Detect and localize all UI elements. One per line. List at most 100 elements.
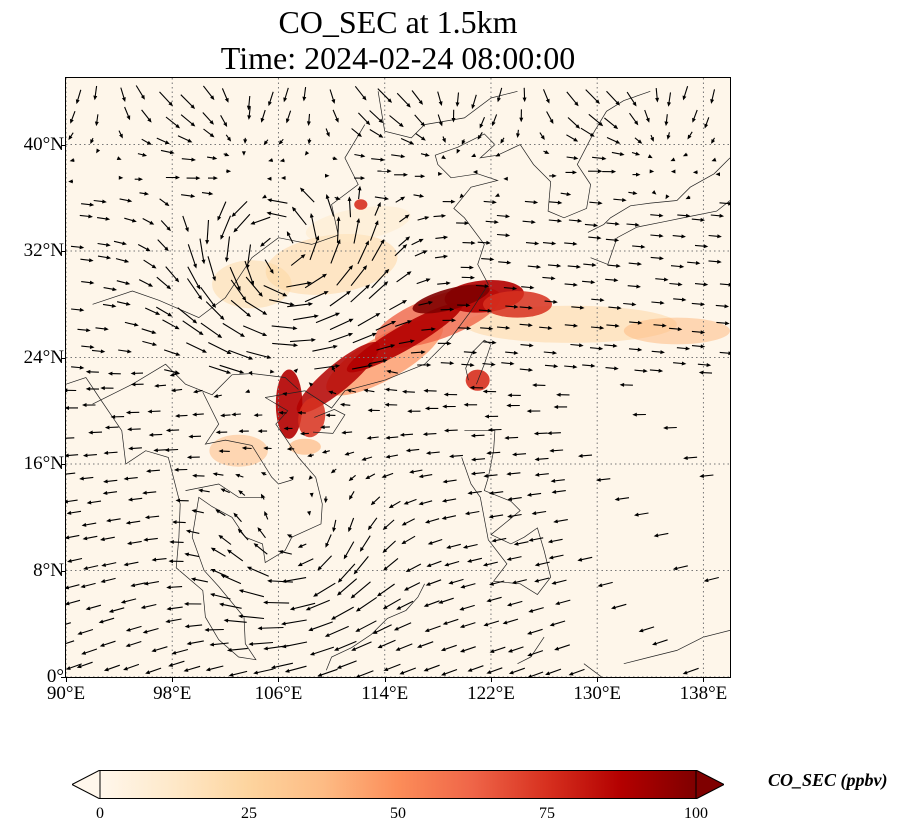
coastline [587, 157, 730, 233]
y-tick-label: 16°N [23, 453, 64, 475]
wind-arrow [247, 106, 252, 120]
wind-arrow [418, 474, 433, 479]
wind-arrow [156, 276, 172, 290]
colorbar-tick-label: 0 [96, 805, 104, 822]
wind-arrow [457, 326, 472, 331]
wind-arrow [420, 152, 430, 157]
wind-arrow [81, 202, 95, 207]
wind-arrow [165, 618, 182, 624]
wind-arrow [80, 258, 94, 263]
wind-arrow [116, 301, 131, 306]
wind-arrow [120, 87, 126, 102]
wind-arrow [542, 276, 556, 281]
coastline [92, 363, 299, 405]
wind-arrow [644, 109, 650, 123]
wind-arrow [220, 115, 228, 127]
wind-arrow [218, 449, 230, 454]
wind-arrow [416, 278, 431, 285]
wind-arrow [219, 364, 245, 374]
wind-arrow [442, 318, 457, 323]
wind-arrow [304, 291, 329, 303]
wind-arrow [184, 552, 200, 558]
wind-arrow [426, 560, 442, 567]
colorbar-tick-label: 75 [539, 805, 555, 822]
wind-arrow [374, 201, 381, 216]
wind-arrow [102, 490, 118, 495]
wind-arrow [367, 408, 380, 413]
wind-arrow [231, 201, 248, 217]
wind-arrow [66, 534, 80, 540]
wind-arrow [341, 430, 353, 435]
wind-arrow [627, 284, 641, 289]
wind-arrow [96, 148, 101, 154]
wind-arrow [483, 620, 500, 627]
wind-arrow [470, 471, 485, 476]
wind-arrow [198, 488, 210, 493]
wind-arrow [583, 262, 597, 267]
map-title: CO_SEC at 1.5km [278, 4, 518, 40]
wind-arrow [202, 112, 214, 125]
wind-arrow [634, 368, 648, 373]
wind-arrow [169, 372, 180, 377]
wind-arrow [143, 581, 159, 586]
wind-arrow [632, 412, 646, 417]
wind-arrow [461, 139, 466, 145]
map-canvas [66, 78, 730, 677]
wind-arrow [174, 467, 188, 472]
wind-arrow [506, 471, 521, 476]
wind-arrow [605, 238, 620, 243]
wind-arrow [585, 89, 600, 104]
wind-arrow [401, 518, 415, 526]
wind-arrow [118, 175, 124, 180]
wind-arrow [715, 172, 721, 177]
wind-arrow [118, 349, 132, 354]
wind-arrow [375, 320, 397, 331]
wind-arrow [604, 343, 618, 348]
wind-arrow [687, 131, 693, 140]
wind-arrow [423, 664, 440, 672]
wind-arrow [417, 362, 432, 367]
wind-arrow [567, 117, 581, 129]
wind-arrow [210, 547, 226, 557]
coastline [590, 200, 730, 265]
wind-arrow [102, 303, 117, 308]
wind-arrow [507, 497, 522, 501]
wind-arrow [205, 665, 224, 672]
wind-arrow [385, 435, 399, 440]
wind-arrow [719, 201, 730, 206]
wind-arrow [160, 220, 171, 232]
wind-arrow [127, 540, 142, 546]
wind-arrow [694, 282, 709, 287]
wind-arrow [411, 90, 423, 105]
wind-arrow [186, 278, 203, 300]
wind-arrow [332, 519, 337, 533]
wind-arrow [260, 237, 271, 247]
wind-arrow [480, 326, 494, 331]
x-tick-mark [703, 678, 705, 682]
wind-arrow [127, 497, 143, 502]
wind-arrow [396, 92, 411, 108]
wind-arrow [687, 261, 701, 265]
wind-arrow [534, 472, 549, 477]
wind-arrow [66, 584, 80, 590]
wind-arrow [268, 91, 274, 107]
wind-arrow [691, 217, 706, 222]
wind-arrow [437, 341, 452, 346]
wind-arrow [260, 493, 265, 500]
wind-arrow [142, 340, 158, 347]
wind-arrow [81, 344, 95, 349]
wind-arrow [549, 448, 564, 453]
wind-arrow [711, 137, 716, 144]
wind-arrow [357, 240, 369, 265]
wind-arrow [511, 579, 527, 585]
wind-arrow [459, 646, 476, 653]
wind-arrow [226, 169, 232, 174]
wind-arrow [519, 305, 533, 310]
wind-arrow [553, 404, 568, 409]
wind-arrow [710, 213, 725, 218]
wind-arrow [139, 191, 149, 196]
coastline [461, 430, 552, 595]
wind-arrow [81, 648, 98, 655]
wind-arrow [245, 244, 252, 270]
x-tick-mark [66, 678, 67, 682]
